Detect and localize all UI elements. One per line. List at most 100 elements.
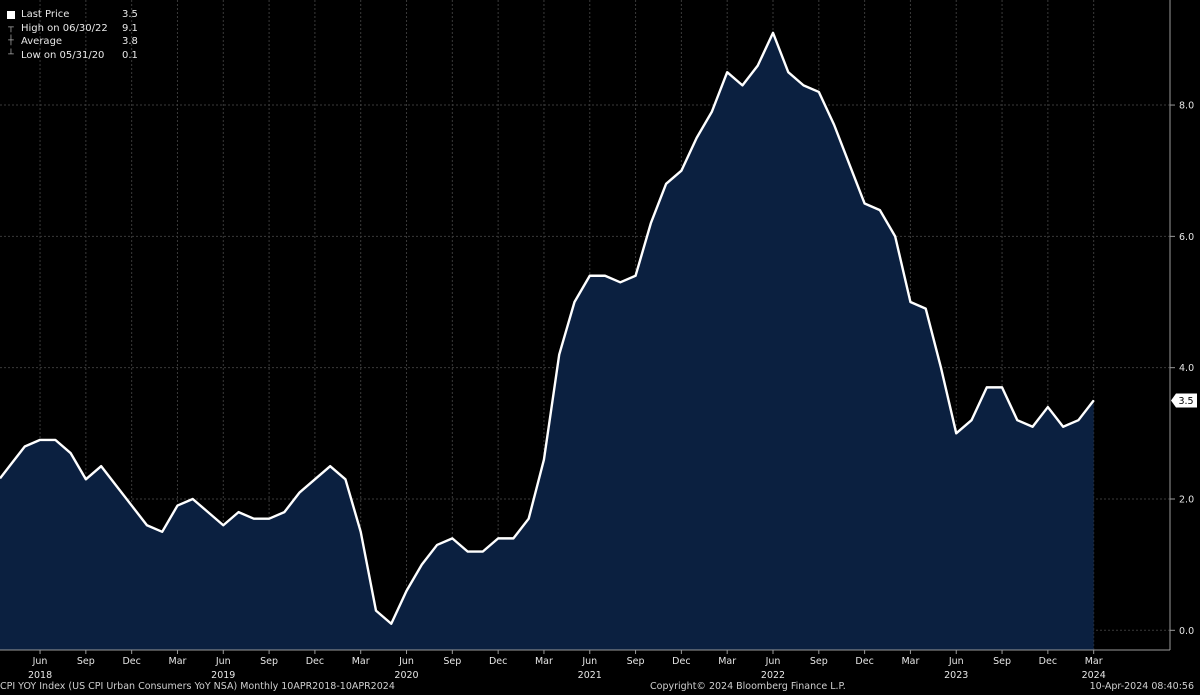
legend-value: 9.1 (122, 22, 138, 34)
data-point (344, 478, 347, 480)
legend-item-high: ┬ High on 06/30/22 9.1 (6, 22, 146, 36)
data-point (436, 544, 438, 546)
x-tick-label: Dec (672, 656, 690, 667)
data-point (85, 478, 87, 480)
data-point (222, 524, 224, 526)
data-point (696, 137, 698, 139)
data-point (467, 550, 469, 553)
data-point (405, 590, 408, 592)
data-point (24, 445, 26, 448)
data-point (1031, 426, 1034, 428)
x-tick-label: Mar (901, 656, 919, 667)
legend-label: Last Price (21, 9, 70, 21)
y-axis: 0.0 2.0 4.0 6.0 8.0 (1169, 0, 1194, 650)
white-square-icon (7, 10, 15, 19)
data-point (497, 537, 499, 539)
data-point (909, 301, 912, 303)
data-point (192, 498, 194, 500)
data-point (115, 485, 117, 487)
data-point (451, 537, 453, 539)
x-axis: Jun Sep Dec Mar Jun Sep Dec Mar Jun Sep Dec Mar Jun S… (0, 649, 1170, 681)
x-tick-label: Mar (535, 656, 553, 667)
data-point (482, 550, 484, 553)
data-point (970, 419, 973, 421)
data-point (1093, 399, 1095, 402)
data-point (619, 281, 621, 283)
data-point (711, 111, 713, 113)
data-point (512, 537, 515, 539)
data-point (558, 353, 560, 356)
data-point (283, 511, 285, 513)
data-point (665, 183, 667, 185)
y-tick-label: 4.0 (1179, 363, 1194, 374)
x-tick-label: Dec (306, 656, 324, 667)
data-point (161, 531, 163, 533)
area-fill (0, 32, 1094, 650)
legend-label: Low on 05/31/20 (21, 49, 105, 61)
data-point (8, 465, 11, 467)
x-tick-label: Jun (948, 656, 964, 667)
data-point (757, 65, 759, 67)
footer-timestamp: 10-Apr-2024 08:40:56 (1089, 681, 1194, 692)
legend-value: 3.8 (122, 36, 138, 48)
x-tick-label: Mar (718, 656, 736, 667)
data-point (421, 564, 423, 566)
x-tick-label: Dec (1039, 656, 1057, 667)
last-value-marker: 3.5 (1171, 393, 1197, 408)
data-point (787, 71, 789, 73)
x-year-label: 2022 (761, 670, 785, 681)
data-point (69, 452, 72, 454)
legend-value: 0.1 (122, 49, 138, 61)
legend-label: Average (21, 36, 63, 48)
data-point (253, 518, 255, 520)
data-point (1016, 419, 1018, 421)
y-tick-label: 2.0 (1179, 494, 1194, 505)
data-point (894, 235, 896, 237)
data-area (0, 31, 1095, 650)
data-point (833, 124, 835, 126)
x-tick-label: Dec (489, 656, 507, 667)
high-marker-icon: ┬ (8, 22, 14, 33)
x-tick-label: Mar (352, 656, 370, 667)
data-point (741, 84, 744, 86)
data-point (864, 202, 866, 205)
x-tick-label: Sep (627, 656, 645, 667)
data-point (237, 511, 240, 513)
data-point (146, 524, 148, 526)
data-point (54, 439, 56, 441)
data-point (100, 465, 102, 467)
x-tick-label: Jun (765, 656, 781, 667)
data-point (848, 163, 850, 165)
data-point (1062, 426, 1064, 428)
data-point (314, 478, 316, 480)
x-tick-label: Jun (32, 656, 48, 667)
data-point (375, 610, 377, 612)
last-value-tag (1171, 393, 1197, 408)
x-tick-label: Sep (810, 656, 828, 667)
data-point (131, 504, 133, 507)
x-year-label: 2021 (578, 670, 602, 681)
x-year-label: 2023 (944, 670, 968, 681)
data-point (528, 518, 530, 520)
data-point (1077, 419, 1079, 421)
data-point (1001, 386, 1003, 388)
y-tick-label: 0.0 (1179, 626, 1194, 637)
legend-label: High on 06/30/22 (21, 22, 108, 34)
y-tick-label: 8.0 (1179, 101, 1194, 112)
legend-item-low: ┴ Low on 05/31/20 0.1 (6, 49, 146, 63)
legend-item-average: ┼ Average 3.8 (6, 35, 146, 49)
x-tick-label: Mar (1085, 656, 1103, 667)
data-point (955, 432, 957, 434)
x-tick-label: Jun (398, 656, 414, 667)
data-point (772, 32, 774, 34)
data-point (39, 439, 41, 441)
data-point (1047, 406, 1049, 408)
data-point (329, 465, 331, 467)
average-marker-icon: ┼ (8, 36, 14, 47)
x-tick-label: Sep (77, 656, 95, 667)
legend-item-last-price: Last Price 3.5 (6, 8, 146, 22)
y-tick-label: 6.0 (1179, 232, 1194, 243)
x-tick-label: Sep (443, 656, 461, 667)
low-marker-icon: ┴ (8, 49, 14, 60)
